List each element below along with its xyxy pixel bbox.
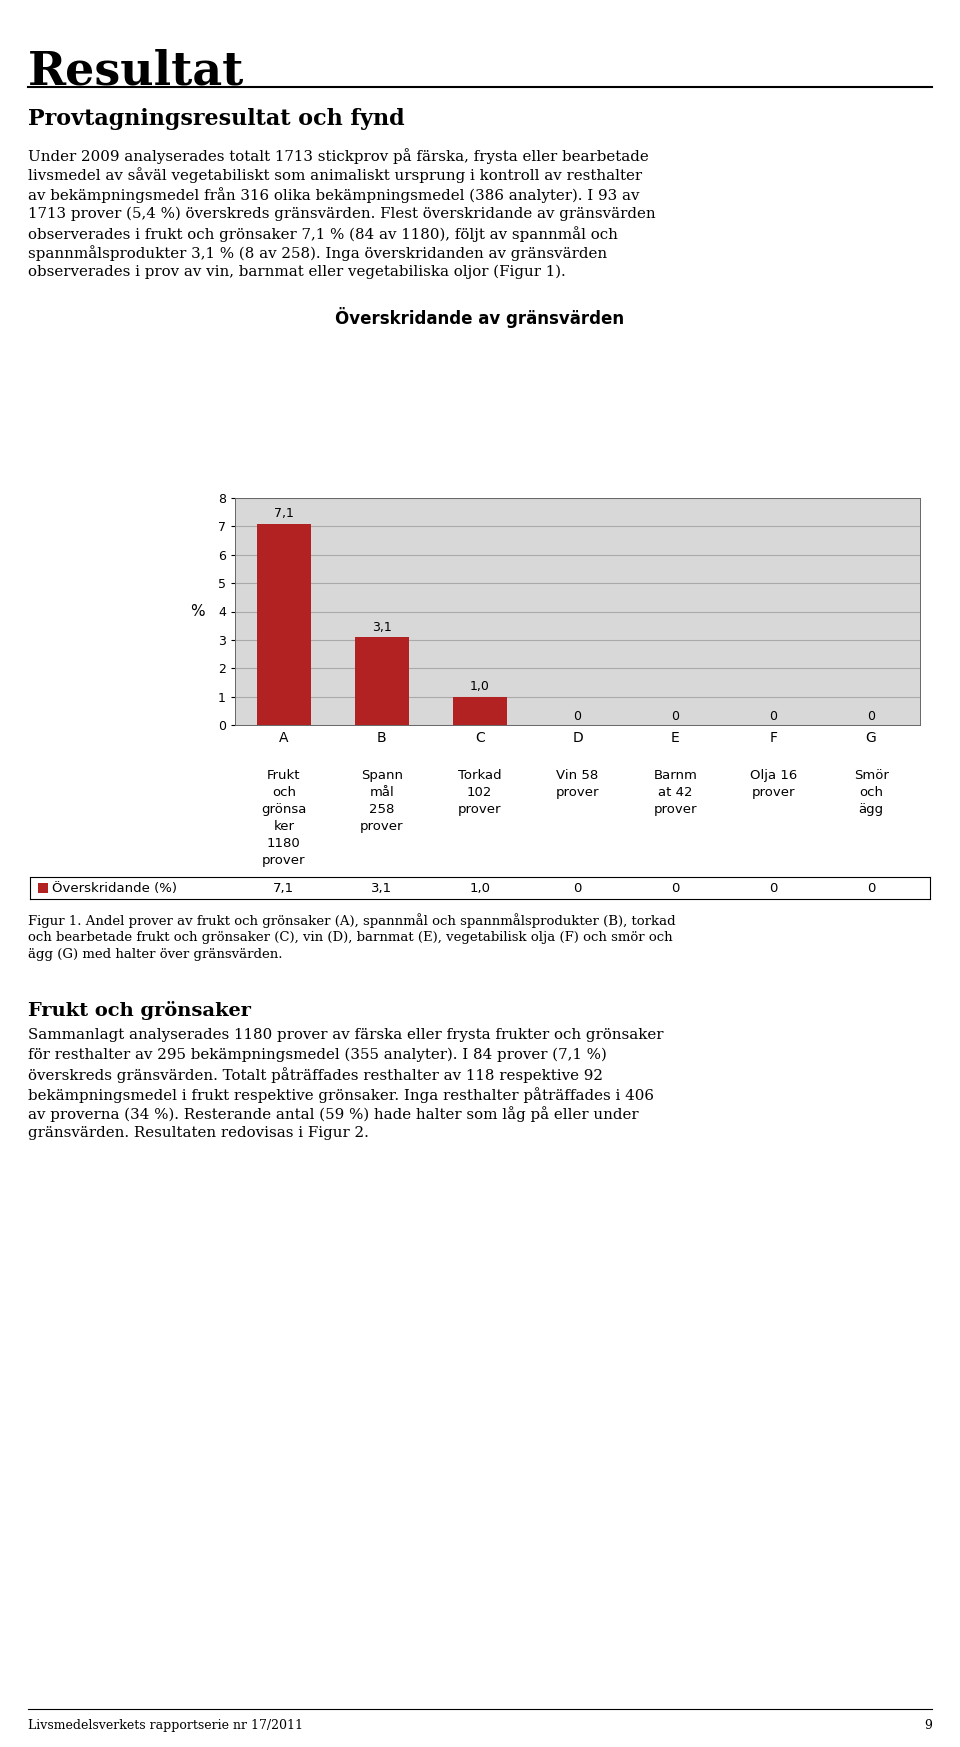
Text: 102: 102 bbox=[467, 786, 492, 798]
Text: för resthalter av 295 bekämpningsmedel (355 analyter). I 84 prover (7,1 %): för resthalter av 295 bekämpningsmedel (… bbox=[28, 1048, 607, 1062]
Bar bbox=[453, 697, 507, 725]
Text: Smör: Smör bbox=[853, 769, 889, 783]
Text: 0: 0 bbox=[867, 882, 876, 894]
Text: 0: 0 bbox=[867, 709, 876, 723]
Text: prover: prover bbox=[556, 786, 599, 798]
Text: 1713 prover (5,4 %) överskreds gränsvärden. Flest överskridande av gränsvärden: 1713 prover (5,4 %) överskreds gränsvärd… bbox=[28, 206, 656, 220]
Text: och bearbetade frukt och grönsaker (C), vin (D), barnmat (E), vegetabilisk olja : och bearbetade frukt och grönsaker (C), … bbox=[28, 931, 673, 943]
Text: Figur 1. Andel prover av frukt och grönsaker (A), spannmål och spannmålsprodukte: Figur 1. Andel prover av frukt och gröns… bbox=[28, 914, 676, 928]
Text: 1180: 1180 bbox=[267, 837, 300, 851]
Text: ägg (G) med halter över gränsvärden.: ägg (G) med halter över gränsvärden. bbox=[28, 949, 282, 961]
Text: %: % bbox=[190, 604, 204, 618]
Text: Spann: Spann bbox=[361, 769, 403, 783]
Text: Livsmedelsverkets rapportserie nr 17/2011: Livsmedelsverkets rapportserie nr 17/201… bbox=[28, 1719, 303, 1731]
Text: livsmedel av såväl vegetabiliskt som animaliskt ursprung i kontroll av resthalte: livsmedel av såväl vegetabiliskt som ani… bbox=[28, 168, 642, 183]
Text: observerades i frukt och grönsaker 7,1 % (84 av 1180), följt av spannmål och: observerades i frukt och grönsaker 7,1 %… bbox=[28, 225, 618, 241]
Text: 0: 0 bbox=[573, 882, 582, 894]
Text: Torkad: Torkad bbox=[458, 769, 501, 783]
Text: och: och bbox=[272, 786, 296, 798]
Text: 0: 0 bbox=[769, 882, 778, 894]
Text: Sammanlagt analyserades 1180 prover av färska eller frysta frukter och grönsaker: Sammanlagt analyserades 1180 prover av f… bbox=[28, 1029, 663, 1043]
Text: ker: ker bbox=[274, 819, 295, 833]
Text: spannmålsprodukter 3,1 % (8 av 258). Inga överskridanden av gränsvärden: spannmålsprodukter 3,1 % (8 av 258). Ing… bbox=[28, 246, 607, 262]
Text: 0: 0 bbox=[671, 882, 680, 894]
Text: prover: prover bbox=[262, 854, 305, 867]
Text: Frukt: Frukt bbox=[267, 769, 300, 783]
Text: Överskridande (%): Överskridande (%) bbox=[52, 882, 177, 894]
Text: prover: prover bbox=[458, 804, 501, 816]
Bar bbox=[355, 638, 409, 725]
Text: av bekämpningsmedel från 316 olika bekämpningsmedel (386 analyter). I 93 av: av bekämpningsmedel från 316 olika bekäm… bbox=[28, 187, 639, 203]
Text: 258: 258 bbox=[369, 804, 395, 816]
Text: 1,0: 1,0 bbox=[469, 882, 491, 894]
Bar bbox=[38, 882, 48, 893]
Text: Barnm: Barnm bbox=[654, 769, 697, 783]
Text: grönsa: grönsa bbox=[261, 804, 306, 816]
Text: observerades i prov av vin, barnmat eller vegetabiliska oljor (Figur 1).: observerades i prov av vin, barnmat elle… bbox=[28, 266, 565, 280]
Text: av proverna (34 %). Resterande antal (59 %) hade halter som låg på eller under: av proverna (34 %). Resterande antal (59… bbox=[28, 1106, 638, 1122]
Text: 0: 0 bbox=[769, 709, 778, 723]
Text: Provtagningsresultat och fynd: Provtagningsresultat och fynd bbox=[28, 108, 404, 129]
Text: 7,1: 7,1 bbox=[274, 882, 295, 894]
Text: 3,1: 3,1 bbox=[372, 882, 393, 894]
Text: överskreds gränsvärden. Totalt påträffades resthalter av 118 respektive 92: överskreds gränsvärden. Totalt påträffad… bbox=[28, 1067, 603, 1083]
Text: prover: prover bbox=[752, 786, 795, 798]
Text: gränsvärden. Resultaten redovisas i Figur 2.: gränsvärden. Resultaten redovisas i Figu… bbox=[28, 1127, 369, 1141]
Text: 1,0: 1,0 bbox=[469, 680, 490, 694]
Text: 9: 9 bbox=[924, 1719, 932, 1731]
Text: 7,1: 7,1 bbox=[274, 507, 294, 521]
Text: bekämpningsmedel i frukt respektive grönsaker. Inga resthalter påträffades i 406: bekämpningsmedel i frukt respektive grön… bbox=[28, 1087, 654, 1102]
Bar bbox=[257, 524, 311, 725]
Text: Frukt och grönsaker: Frukt och grönsaker bbox=[28, 1001, 251, 1020]
Text: Vin 58: Vin 58 bbox=[557, 769, 599, 783]
Text: Överskridande av gränsvärden: Överskridande av gränsvärden bbox=[335, 306, 625, 327]
Text: Olja 16: Olja 16 bbox=[750, 769, 797, 783]
Text: 0: 0 bbox=[671, 709, 680, 723]
Text: prover: prover bbox=[360, 819, 403, 833]
Text: Under 2009 analyserades totalt 1713 stickprov på färska, frysta eller bearbetade: Under 2009 analyserades totalt 1713 stic… bbox=[28, 148, 649, 164]
Text: ägg: ägg bbox=[858, 804, 883, 816]
Text: och: och bbox=[859, 786, 883, 798]
Text: 0: 0 bbox=[573, 709, 582, 723]
Text: at 42: at 42 bbox=[659, 786, 692, 798]
Text: prover: prover bbox=[654, 804, 697, 816]
Text: 3,1: 3,1 bbox=[372, 620, 392, 634]
Text: Resultat: Resultat bbox=[28, 47, 245, 94]
Text: mål: mål bbox=[370, 786, 395, 798]
